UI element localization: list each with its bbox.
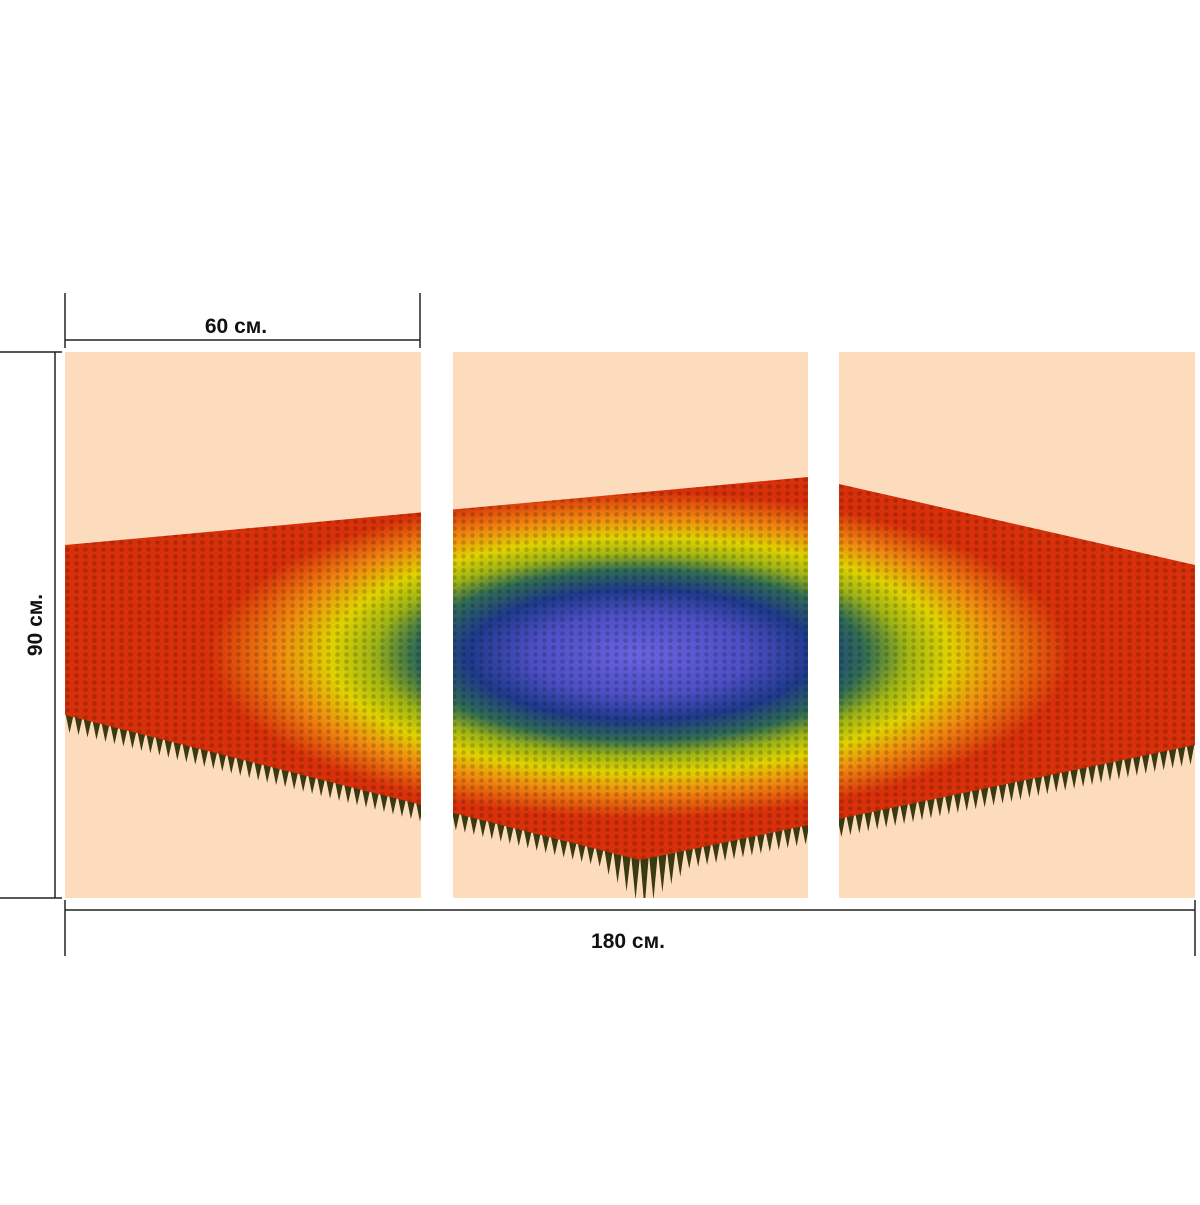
dimension-lines (0, 293, 1196, 956)
height-label: 90 см. (24, 594, 47, 656)
total-width-label: 180 см. (591, 930, 665, 953)
artwork (65, 352, 1195, 898)
panel-width-label: 60 см. (205, 315, 267, 338)
surface-texture (65, 477, 1195, 860)
